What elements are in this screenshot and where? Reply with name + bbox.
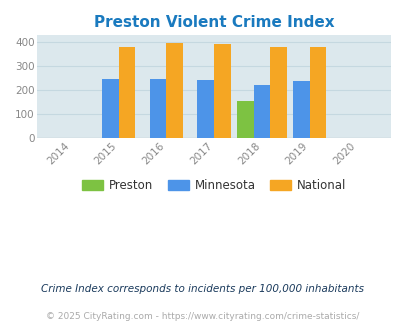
Bar [309, 48, 326, 138]
Bar [118, 47, 135, 138]
Bar [166, 43, 183, 138]
Text: Crime Index corresponds to incidents per 100,000 inhabitants: Crime Index corresponds to incidents per… [41, 284, 364, 294]
Legend: Preston, Minnesota, National: Preston, Minnesota, National [77, 175, 350, 197]
Bar [236, 101, 253, 138]
Bar [149, 80, 166, 138]
Bar [270, 47, 286, 138]
Text: © 2025 CityRating.com - https://www.cityrating.com/crime-statistics/: © 2025 CityRating.com - https://www.city… [46, 313, 359, 321]
Bar [292, 81, 309, 138]
Bar [197, 80, 214, 138]
Title: Preston Violent Crime Index: Preston Violent Crime Index [94, 15, 334, 30]
Bar [214, 44, 230, 138]
Bar [102, 80, 118, 138]
Bar [253, 85, 270, 138]
